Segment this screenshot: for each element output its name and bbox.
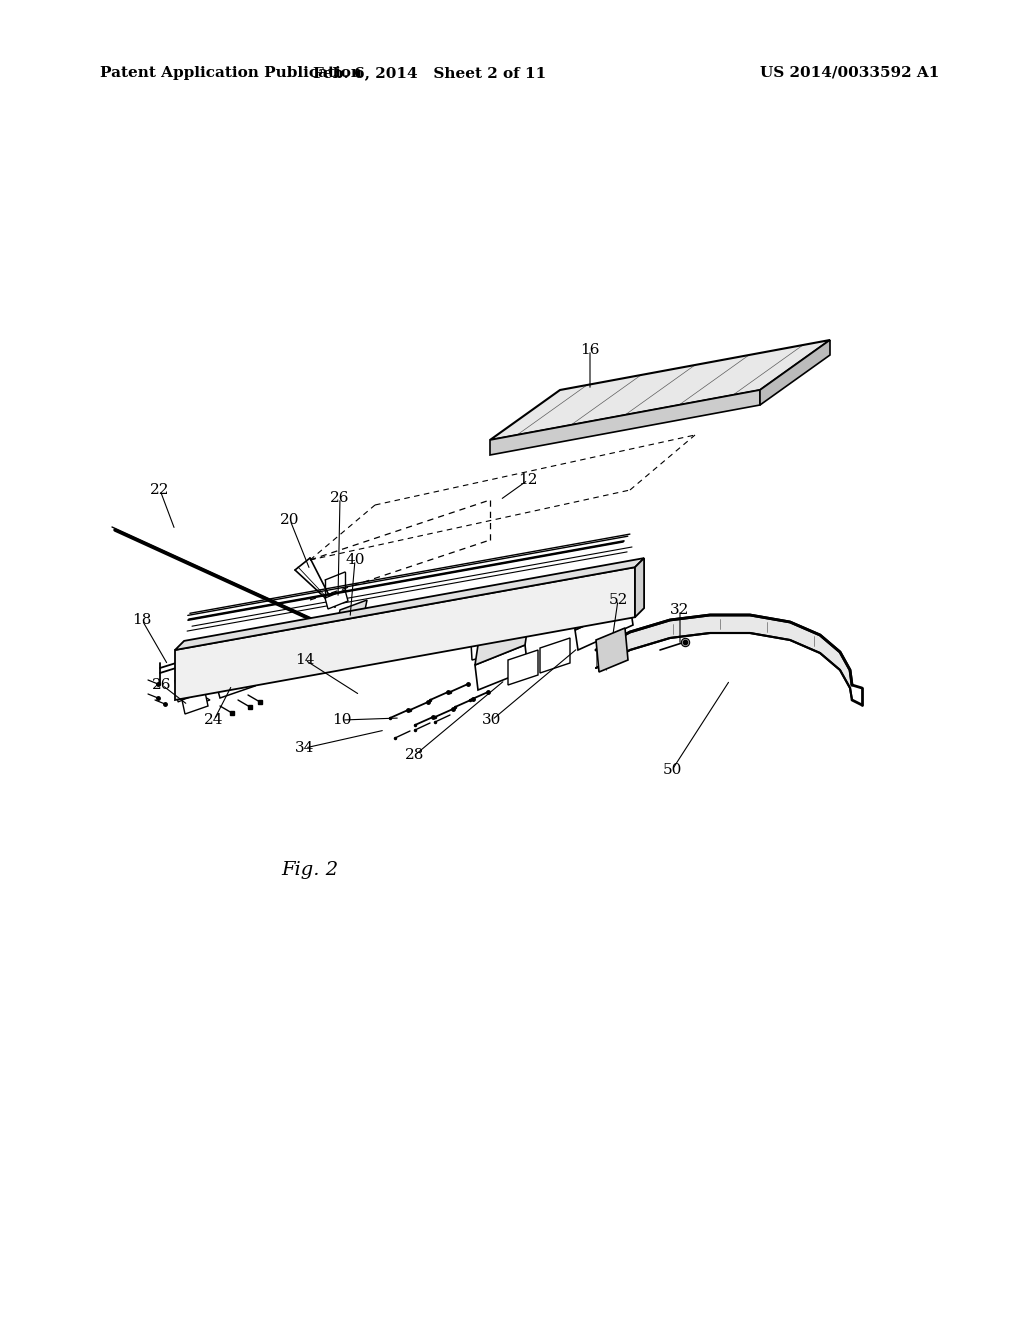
Polygon shape [338,610,368,638]
Polygon shape [338,601,367,620]
Text: 24: 24 [204,713,224,727]
Polygon shape [182,692,208,714]
Text: Patent Application Publication: Patent Application Publication [100,66,362,81]
Polygon shape [185,685,210,708]
Text: Feb. 6, 2014   Sheet 2 of 11: Feb. 6, 2014 Sheet 2 of 11 [313,66,547,81]
Text: 50: 50 [663,763,682,777]
Text: 52: 52 [608,593,628,607]
Polygon shape [575,579,635,630]
Polygon shape [490,389,760,455]
Polygon shape [325,590,348,609]
Polygon shape [475,645,528,690]
Polygon shape [470,602,517,624]
Polygon shape [175,680,195,702]
Text: 32: 32 [671,603,690,616]
Polygon shape [250,657,255,686]
Text: 20: 20 [281,513,300,527]
Polygon shape [470,615,512,660]
Polygon shape [760,341,830,405]
Text: US 2014/0033592 A1: US 2014/0033592 A1 [760,66,939,81]
Text: 34: 34 [295,741,314,755]
Text: 30: 30 [482,713,502,727]
Polygon shape [575,605,633,649]
Polygon shape [635,558,644,618]
Text: 40: 40 [345,553,365,568]
Polygon shape [215,668,255,698]
Text: 12: 12 [518,473,538,487]
Polygon shape [540,638,570,673]
Text: 14: 14 [295,653,314,667]
Polygon shape [596,615,852,700]
Text: 26: 26 [331,491,350,506]
Polygon shape [508,649,538,685]
Polygon shape [490,341,830,440]
Text: 16: 16 [581,343,600,356]
Text: 10: 10 [332,713,352,727]
Text: 26: 26 [153,678,172,692]
Polygon shape [175,568,635,700]
Polygon shape [596,628,628,672]
Text: 28: 28 [406,748,425,762]
Polygon shape [175,558,644,649]
Text: 22: 22 [151,483,170,498]
Polygon shape [215,657,250,680]
Text: 18: 18 [132,612,152,627]
Text: Fig. 2: Fig. 2 [282,861,339,879]
Polygon shape [475,624,528,665]
